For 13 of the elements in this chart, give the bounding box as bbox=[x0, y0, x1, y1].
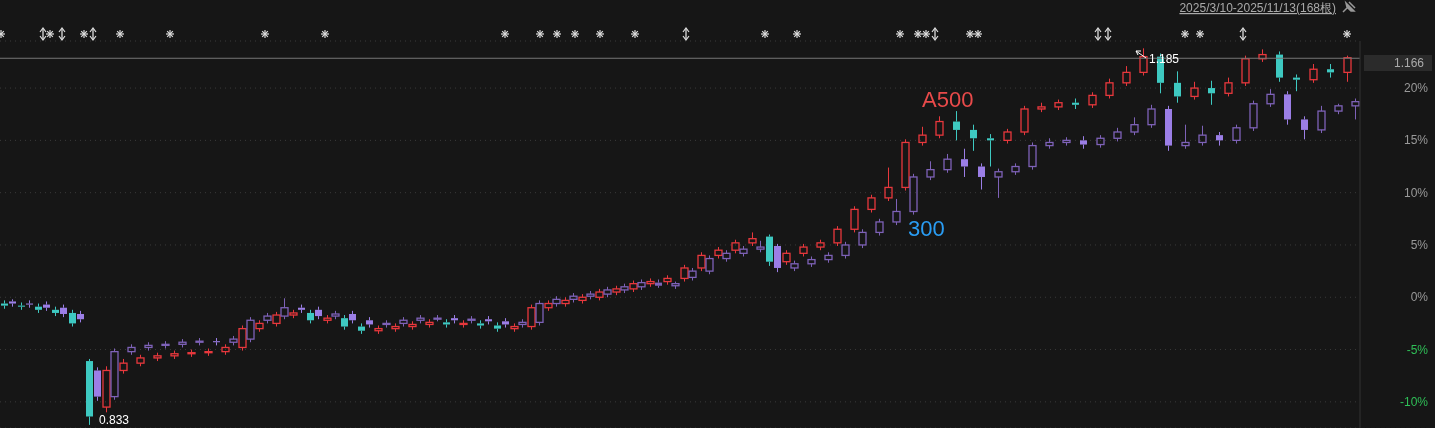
annotation: 0.833 bbox=[99, 413, 130, 427]
y-tick-label: 0% bbox=[1410, 290, 1429, 305]
text: 1.166 bbox=[1393, 56, 1425, 70]
y-tick-label: 15% bbox=[1403, 133, 1429, 148]
y-tick-label: 5% bbox=[1410, 237, 1429, 252]
y-tick-label: -5% bbox=[1406, 342, 1429, 357]
y-tick-label: 20% bbox=[1403, 81, 1429, 96]
y-tick-label: 10% bbox=[1403, 185, 1429, 200]
annotation: 1.185 bbox=[1149, 52, 1180, 66]
series-label: A500 bbox=[922, 87, 974, 112]
series-label: 300 bbox=[908, 216, 945, 241]
text: 2025/3/10-2025/11/13(168根) bbox=[1179, 1, 1336, 15]
y-tick-label: -10% bbox=[1399, 394, 1429, 409]
